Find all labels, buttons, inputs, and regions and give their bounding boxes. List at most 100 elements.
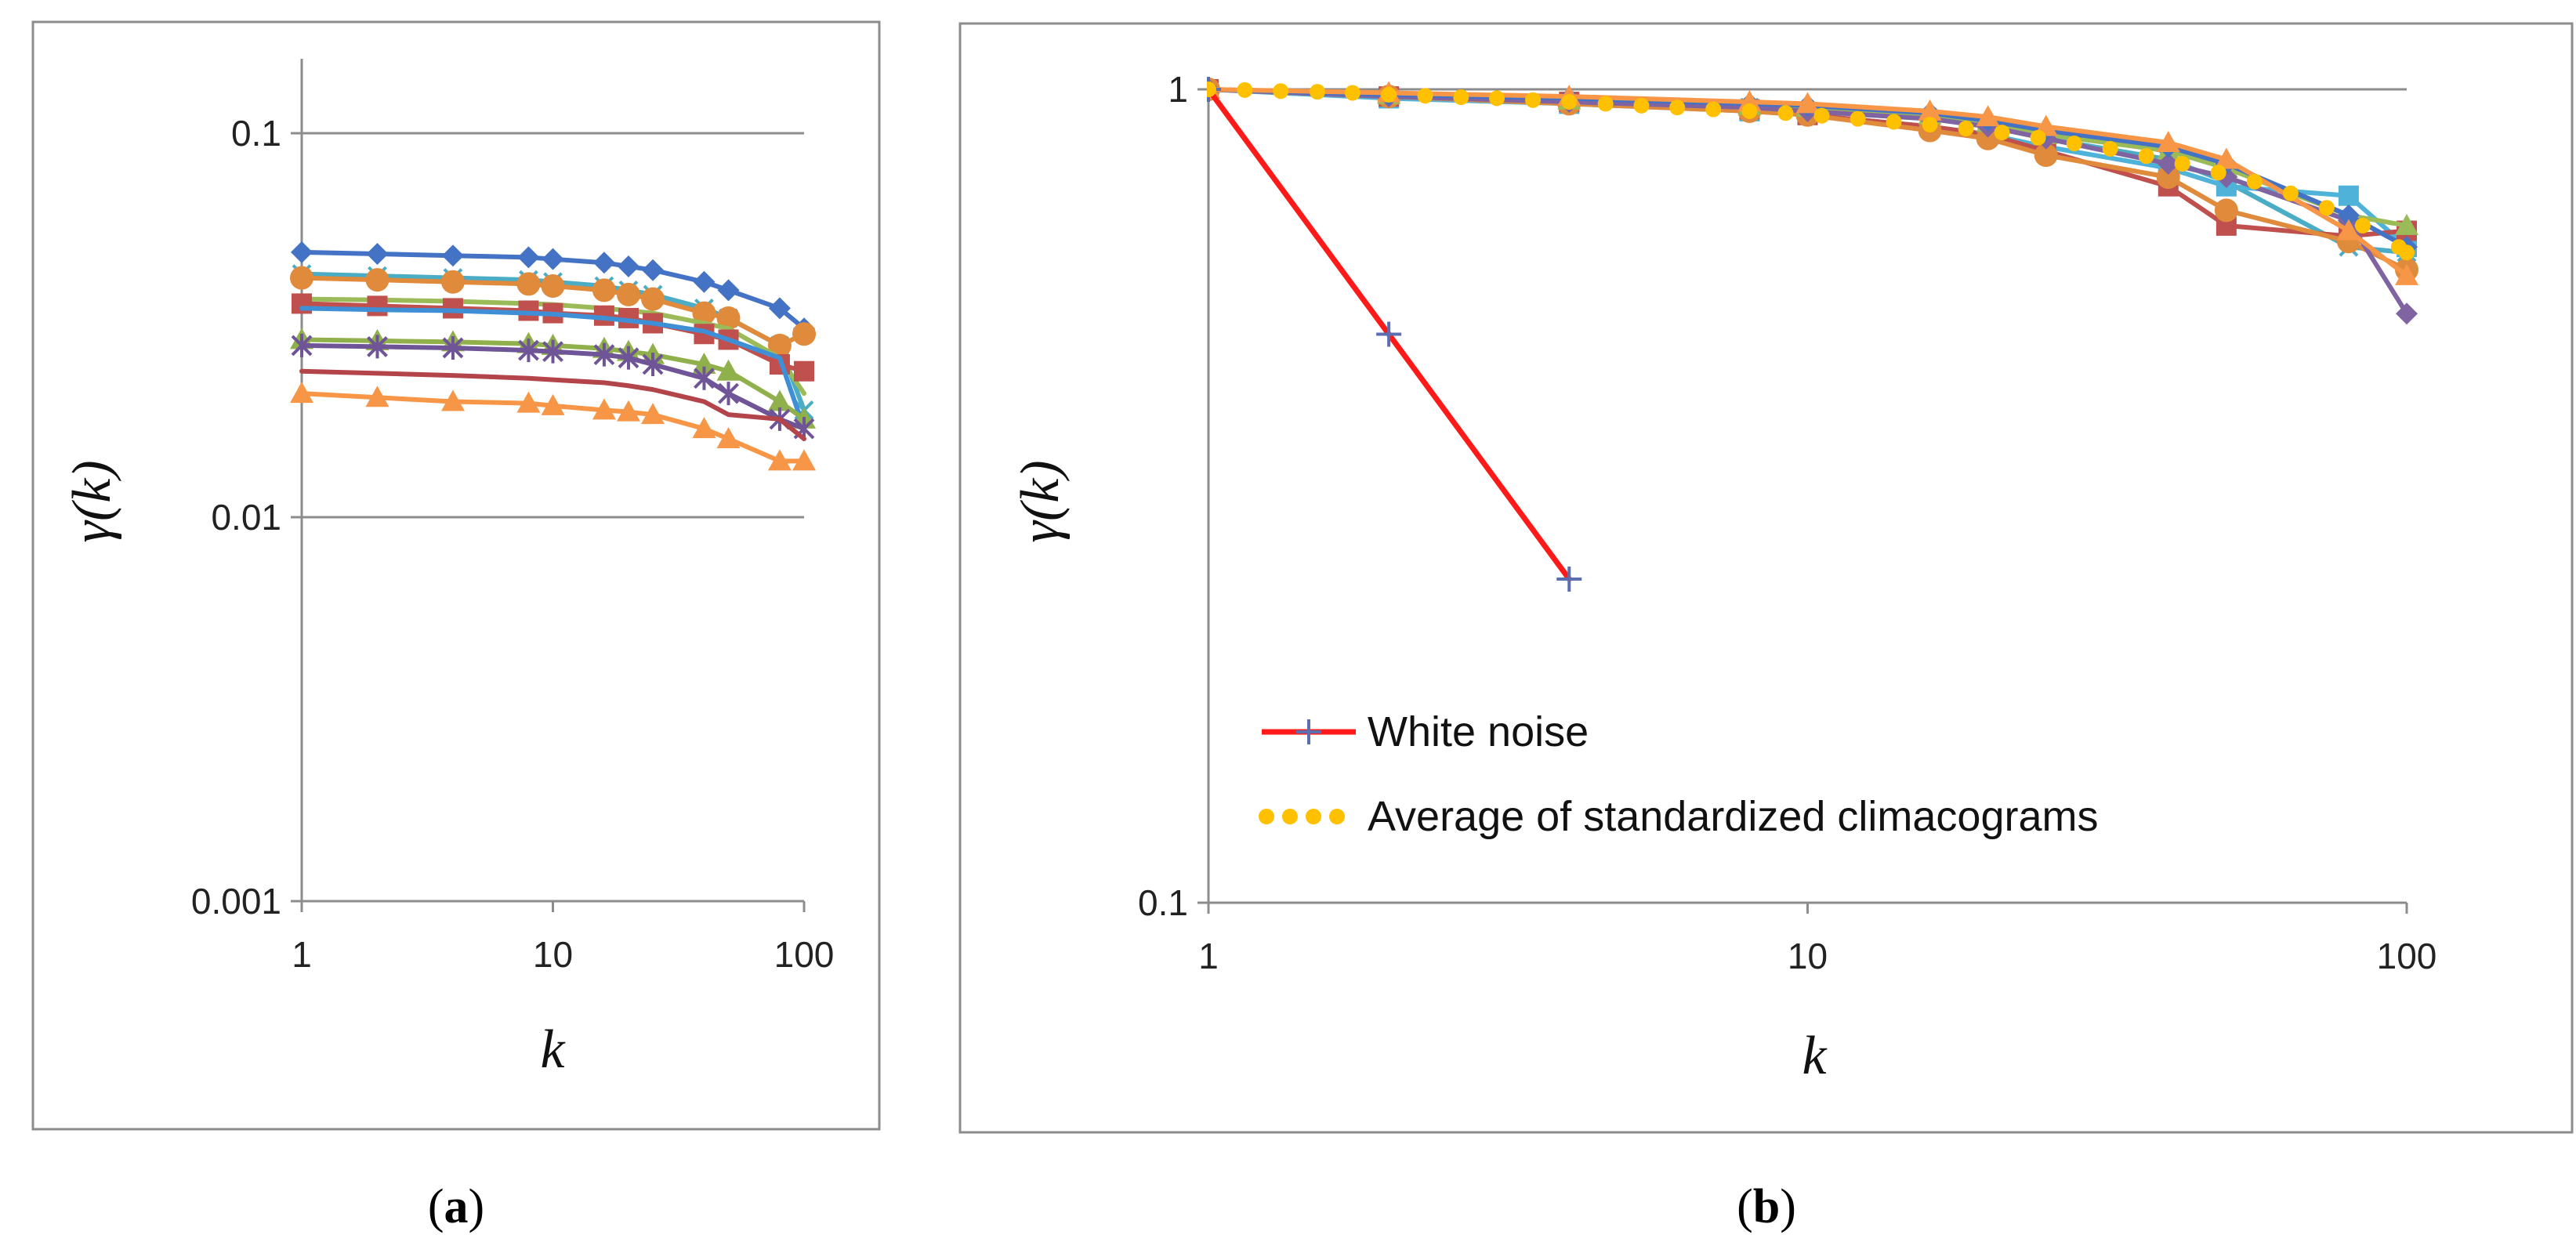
data-point [2395,213,2418,235]
data-point [1633,97,1650,114]
data-point [1976,105,2000,127]
data-point [2246,173,2263,190]
data-point [2156,165,2180,190]
data-point [440,270,465,294]
data-point [593,342,615,367]
data-point [2338,185,2359,206]
data-point [290,266,313,290]
legend-average-dot [1282,809,1298,824]
data-point [2156,130,2180,152]
legend-entry-average: Average of standardized climacograms [1259,793,2098,840]
data-point [692,417,716,439]
data-point [1597,96,1614,112]
data-point [542,339,563,364]
data-point [541,393,565,415]
panel-a-gridlines [302,132,804,519]
data-point [1976,126,2000,150]
panel-a-y-ticks: 0.001 0.01 0.1 [191,113,302,922]
data-point [542,248,564,270]
series-average-of-standardized-climacograms [1207,81,2415,261]
data-point [692,301,716,325]
data-point [365,386,389,407]
series-lightblue [299,306,806,432]
data-point [1850,110,1866,127]
data-point [2214,198,2238,223]
data-point [767,333,792,357]
data-point [2034,143,2058,167]
y-tick-label: 0.1 [231,113,281,154]
data-point [2157,152,2179,175]
caption-b-close: ) [1780,1180,1796,1233]
panel-b-y-label: γ(k) [1010,460,1071,542]
y-tick-label: 0.1 [1138,882,1188,923]
data-point [716,426,741,448]
data-point [1795,92,1820,114]
x-tick-label: 100 [774,934,835,975]
data-point [616,282,640,306]
data-point [693,270,716,293]
series-line [299,306,806,432]
data-point [366,243,389,266]
data-point [641,403,665,425]
data-point [516,272,541,296]
legend-white-noise-marker [1296,719,1321,744]
data-point [616,400,640,422]
y-tick-label: 0.01 [211,497,281,538]
series-darkred [299,368,806,441]
y-tick-label: 1 [1168,69,1188,110]
panel-b-y-ticks: 0.11 [1138,69,1208,923]
panel-a-frame [31,20,881,1131]
data-point [290,382,313,404]
panel-a-x-ticks: 1 10 100 [292,901,834,975]
data-point [1777,105,1794,121]
data-point [768,297,791,320]
data-point [442,335,464,360]
panel-a-y-label: γ(k) [62,460,122,542]
panel-b: 1 10 100 0.11 White noise Average of stand… [958,22,2574,1134]
data-point [1994,125,2010,141]
data-point [592,278,616,302]
series-orange [290,382,816,471]
data-point [1207,81,1216,97]
data-point [2138,148,2154,165]
x-tick-label: 10 [1788,936,1828,976]
data-point [794,360,814,382]
series-line [299,342,806,432]
y-tick-label: 0.001 [191,881,281,922]
data-point [365,268,389,292]
data-point [642,353,664,377]
data-point [1886,114,1902,130]
x-tick-label: 100 [2377,936,2437,976]
panel-a-x-label: k [540,1019,566,1080]
caption-a-letter: a [444,1180,469,1233]
data-point [1489,90,1505,107]
data-point [1376,321,1402,347]
data-point [541,274,565,299]
panel-b-series [1207,77,2418,592]
data-point [592,398,616,420]
data-point [1525,92,1542,108]
panel-a-series [290,241,816,471]
data-point [618,346,639,370]
series-line [299,249,806,331]
data-point [517,246,540,269]
data-point [718,382,739,406]
data-point [641,287,665,311]
data-point [440,389,465,411]
legend-average-dot [1329,809,1345,824]
series-line [299,368,806,441]
panel-b-x-label: k [1802,1026,1828,1086]
data-point [367,295,388,317]
caption-b-open: ( [1737,1180,1753,1233]
data-point [516,391,541,413]
data-point [692,353,716,375]
data-point [1273,83,1289,100]
caption-a-open: ( [428,1180,444,1233]
legend-entry-white-noise: White noise [1262,708,1589,755]
data-point [694,366,715,390]
data-point [717,279,740,302]
data-point [441,244,464,267]
x-tick-label: 1 [292,934,312,975]
data-point [716,359,741,381]
